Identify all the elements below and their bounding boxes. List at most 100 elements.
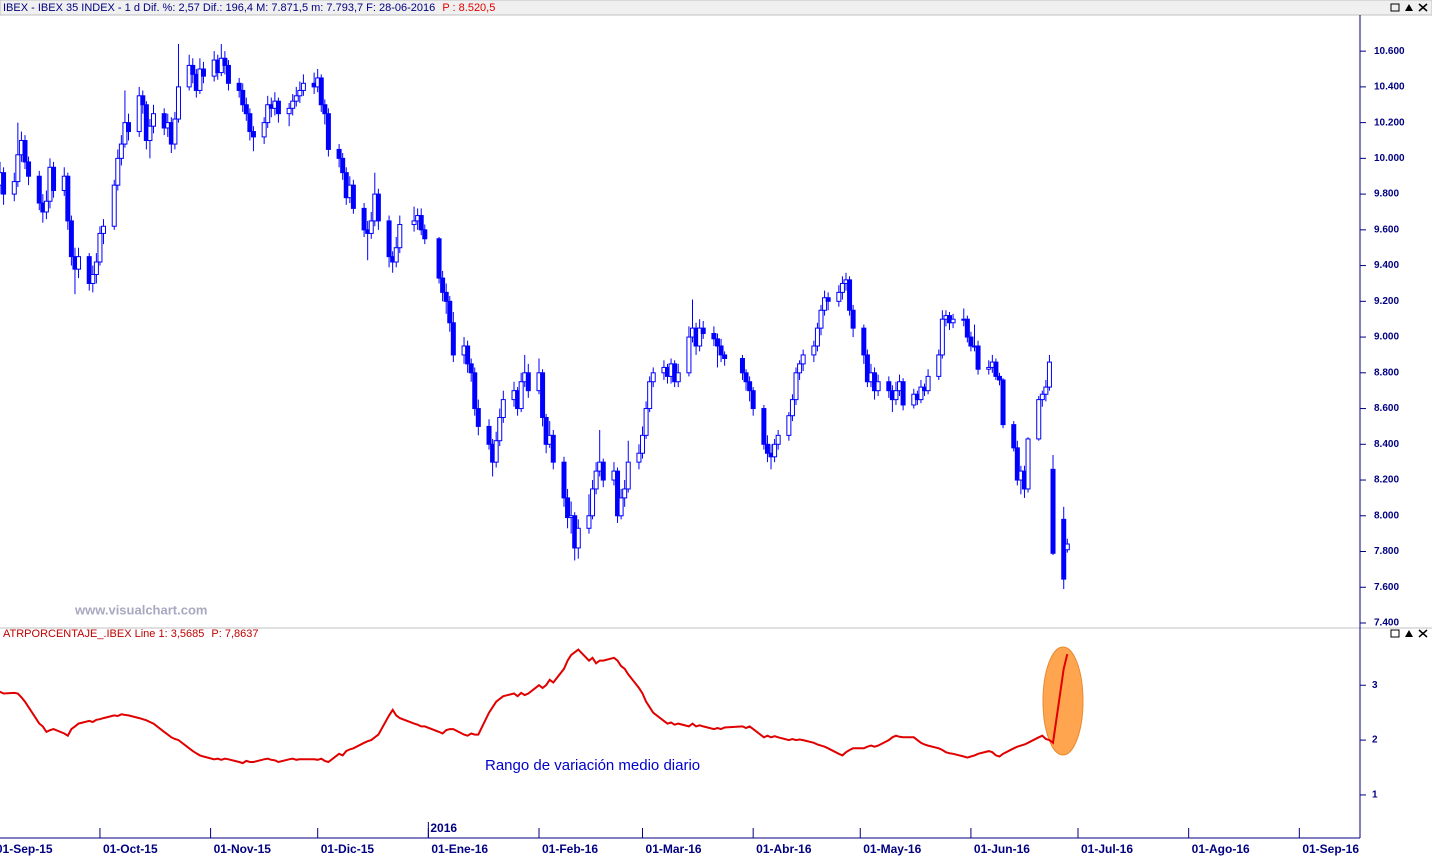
indicator-header: ATRPORCENTAJE_.IBEX Line 1: 3,5685 P: 7,…	[3, 628, 259, 640]
x-tick-label: 01-Mar-16	[646, 842, 702, 856]
candle-body	[247, 113, 253, 133]
candle-body	[200, 68, 206, 77]
candle-body	[118, 143, 124, 159]
candle-body	[111, 184, 117, 227]
candle-body	[43, 200, 49, 213]
indicator-subtitle: P: 7,8637	[211, 628, 258, 640]
btn-max[interactable]	[1405, 4, 1413, 11]
candle-body	[714, 338, 720, 347]
candle-body	[540, 372, 546, 418]
candle-body	[397, 223, 403, 249]
candle-body	[465, 345, 471, 365]
candle-body	[1014, 447, 1020, 481]
candle-body	[497, 416, 503, 442]
candle-body	[996, 375, 1002, 381]
y-tick-label: 9.400	[1374, 260, 1399, 271]
header: IBEX - IBEX 35 INDEX - 1 d Dif. %: 2,57 …	[3, 2, 495, 14]
candle-body	[486, 425, 492, 445]
candle-body	[90, 274, 96, 284]
candle-body	[993, 361, 999, 377]
candle-body	[68, 220, 74, 258]
candle-body	[440, 277, 446, 293]
candle-body	[975, 345, 981, 370]
x-tick-label: 01-Jul-16	[1081, 842, 1133, 856]
candle-body	[625, 461, 631, 490]
indicator-title: ATRPORCENTAJE_.IBEX Line 1: 3,5685	[3, 628, 204, 640]
candle-body	[93, 261, 99, 276]
candle-body	[1025, 438, 1031, 490]
header-price: P : 8.520,5	[442, 2, 495, 14]
candle-body	[1, 172, 7, 195]
candle-body	[793, 372, 799, 401]
candle-body	[472, 372, 478, 410]
candle-body	[825, 297, 831, 302]
candle-body	[15, 154, 21, 183]
candle-body	[650, 372, 656, 383]
y-tick-label: 8.800	[1374, 367, 1399, 378]
candle-body	[11, 181, 17, 195]
candle-body	[1050, 468, 1056, 554]
window-buttons[interactable]	[1390, 3, 1428, 638]
header-title: IBEX - IBEX 35 INDEX - 1 d Dif. %: 2,57 …	[3, 2, 435, 14]
btn-close-2[interactable]	[1418, 629, 1428, 638]
candle-body	[525, 372, 531, 392]
candle-body	[411, 220, 417, 225]
btn-restore[interactable]	[1390, 3, 1400, 12]
candle-body	[968, 336, 974, 347]
x-tick-label: 01-Feb-16	[542, 842, 598, 856]
candle-body	[422, 229, 428, 240]
y-tick-label: 8.400	[1374, 439, 1399, 450]
btn-max-2[interactable]	[1405, 630, 1413, 637]
candle-body	[500, 399, 506, 418]
candle-body	[172, 118, 178, 145]
candle-body	[818, 309, 824, 329]
candle-body	[361, 207, 367, 231]
candle-body	[293, 95, 299, 102]
y-tick-label: 8.000	[1374, 510, 1399, 521]
candle-body	[140, 95, 146, 106]
y-tick-label: 7.800	[1374, 546, 1399, 557]
candle-body	[747, 381, 753, 392]
candle-body	[886, 381, 892, 392]
candle-body	[786, 415, 792, 436]
candle-body	[850, 309, 856, 329]
candle-body	[51, 166, 57, 192]
candle-body	[386, 220, 392, 258]
y-tick-label: 2	[1372, 735, 1378, 746]
candle-body	[900, 381, 906, 406]
candle-body	[789, 399, 795, 417]
annotation: Rango de variación medio diario	[485, 757, 700, 774]
candle-body	[36, 175, 42, 204]
candle-body	[175, 86, 181, 120]
candle-body	[143, 104, 149, 141]
y-tick-label: 10.400	[1374, 82, 1405, 93]
candle-body	[375, 193, 381, 222]
y-tick-label: 10.600	[1374, 46, 1405, 57]
candle-body	[875, 381, 881, 392]
candle-body	[147, 125, 153, 141]
candle-body	[743, 372, 749, 383]
candle-body	[325, 113, 331, 150]
candle-body	[565, 497, 571, 519]
btn-close[interactable]	[1418, 3, 1428, 12]
candle-body	[761, 408, 767, 445]
candle-body	[493, 440, 499, 463]
candle-body	[161, 113, 167, 129]
candle-body	[590, 488, 596, 517]
highlight	[1042, 646, 1084, 756]
y-tick-label: 8.200	[1374, 475, 1399, 486]
candle-body	[686, 336, 692, 374]
candle-body	[518, 381, 524, 410]
y-tick-label: 3	[1372, 680, 1378, 691]
candle-body	[775, 434, 781, 445]
x-tick-label: 01-Dic-15	[321, 842, 375, 856]
candle-body	[847, 279, 853, 311]
candle-body	[1039, 393, 1045, 401]
candle-body	[297, 89, 303, 97]
x-tick-label: 01-Oct-15	[103, 842, 158, 856]
candle-body	[986, 366, 992, 370]
candle-body	[550, 434, 556, 463]
y-tick-label: 9.600	[1374, 224, 1399, 235]
btn-restore-2[interactable]	[1390, 629, 1400, 638]
